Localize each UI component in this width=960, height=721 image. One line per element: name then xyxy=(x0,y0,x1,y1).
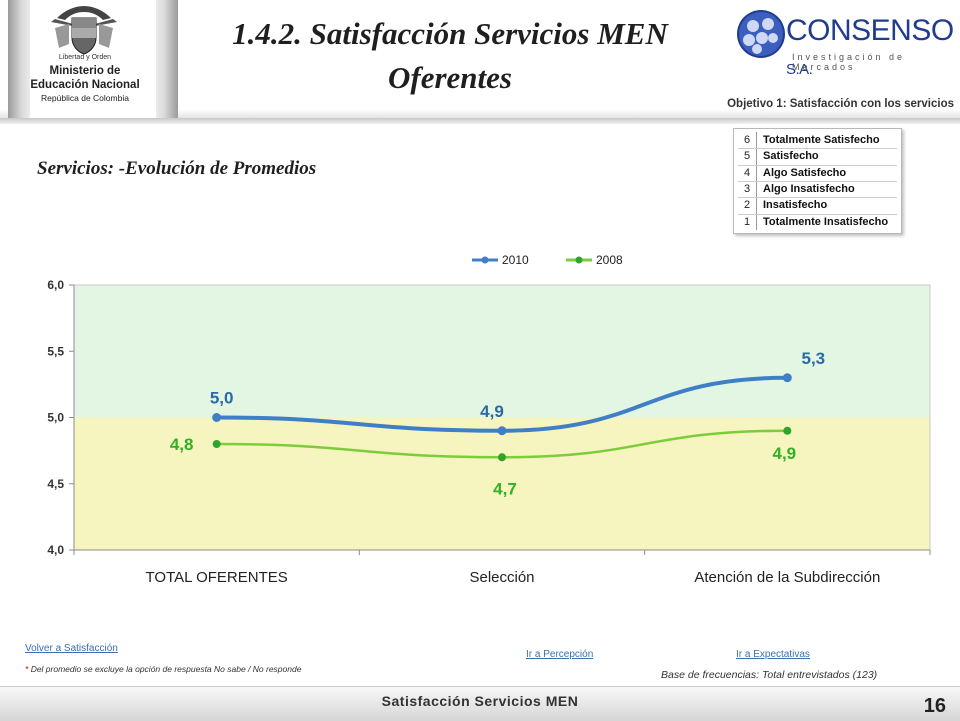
data-point-2008 xyxy=(212,440,221,448)
y-tick-label: 6,0 xyxy=(47,278,64,292)
footnote-star: * xyxy=(25,664,29,674)
scale-number: 3 xyxy=(744,182,751,195)
ministry-name: Ministerio de Educación Nacional xyxy=(30,65,140,91)
scale-number: 4 xyxy=(744,166,751,179)
legend-marker-2008 xyxy=(575,256,583,264)
footnote-text: Del promedio se excluye la opción de res… xyxy=(30,664,302,674)
ministry-motto: Libertad y Orden xyxy=(58,54,112,61)
y-tick-label: 4,0 xyxy=(47,543,64,557)
scale-label: Totalmente Insatisfecho xyxy=(763,215,889,228)
data-point-2010 xyxy=(212,413,222,422)
data-point-2008 xyxy=(498,453,506,462)
ministry-country: República de Colombia xyxy=(41,93,129,103)
scale-row: 3 Algo Insatisfecho xyxy=(734,181,901,197)
scale-number: 5 xyxy=(744,150,751,163)
colombia-coat-of-arms-icon xyxy=(51,6,117,55)
consenso-logo-icon xyxy=(737,10,785,58)
data-label-2010: 5,0 xyxy=(210,389,234,408)
consenso-tagline: Investigación de Mercados xyxy=(792,52,906,72)
data-point-2010 xyxy=(782,373,792,383)
data-label-2010: 4,9 xyxy=(480,402,504,421)
data-label-2008: 4,8 xyxy=(170,435,194,454)
logo-name-text: CONSENSO xyxy=(786,14,954,47)
back-to-satisfaction-link[interactable]: Volver a Satisfacción xyxy=(25,643,118,654)
page-title: 1.4.2. Satisfacción Servicios MEN Oferen… xyxy=(232,16,668,95)
footnote: * Del promedio se excluye la opción de r… xyxy=(25,664,301,674)
x-category-label: Selección xyxy=(469,569,534,586)
data-label-2008: 4,9 xyxy=(773,444,797,463)
legend-label-2008: 2008 xyxy=(596,253,623,267)
scale-row: 2 Insatisfecho xyxy=(734,197,901,213)
x-category-label: Atención de la Subdirección xyxy=(694,569,880,586)
chart-band xyxy=(74,417,930,550)
logo-suffix: S.A. xyxy=(786,61,813,78)
legend-marker-2010 xyxy=(481,256,489,264)
y-tick-label: 5,5 xyxy=(47,344,64,358)
footer-title: Satisfacción Servicios MEN xyxy=(381,693,579,709)
go-to-expectations-link[interactable]: Ir a Expectativas xyxy=(736,649,810,660)
y-tick-label: 4,5 xyxy=(47,477,64,491)
data-point-2008 xyxy=(783,426,792,435)
base-note: Base de frecuencias: Total entrevistados… xyxy=(661,669,878,681)
page-number: 16 xyxy=(923,695,946,717)
scale-number: 1 xyxy=(744,215,751,228)
data-label-2010: 5,3 xyxy=(802,349,826,368)
scale-label: Algo Insatisfecho xyxy=(763,182,855,195)
x-category-label: TOTAL OFERENTES xyxy=(146,569,288,586)
scale-label: Insatisfecho xyxy=(763,199,828,212)
scale-row: 4 Algo Satisfecho xyxy=(734,165,901,181)
scale-row: 5 Satisfecho xyxy=(734,148,901,164)
scale-label: Satisfecho xyxy=(763,150,819,163)
objective-label: Objetivo 1: Satisfacción con los servici… xyxy=(727,98,954,110)
scale-number: 2 xyxy=(744,199,751,212)
scale-label: Totalmente Satisfecho xyxy=(763,134,880,146)
scale-label: Algo Satisfecho xyxy=(763,166,847,179)
chart-band xyxy=(74,285,930,418)
data-label-2008: 4,7 xyxy=(493,479,517,498)
y-tick-label: 5,0 xyxy=(47,411,64,425)
header-divider xyxy=(0,118,960,124)
go-to-perception-link[interactable]: Ir a Percepción xyxy=(526,649,594,660)
footer: Satisfacción Servicios MEN 16 xyxy=(0,686,960,721)
section-subtitle: Servicios: -Evolución de Promedios xyxy=(37,158,317,179)
scale-number: 6 xyxy=(744,134,751,146)
consenso-logo-name: CONSENSO S.A. xyxy=(786,14,960,82)
scale-row: 6 Totalmente Satisfecho xyxy=(734,132,901,148)
scale-legend-box: 6 Totalmente Satisfecho 5 Satisfecho 4 Algo S… xyxy=(733,128,902,234)
legend-label-2010: 2010 xyxy=(502,253,529,267)
data-point-2010 xyxy=(497,426,507,436)
scale-row: 1 Totalmente Insatisfecho xyxy=(734,214,901,230)
line-chart: 4,0 4,5 5,0 5,5 6,0 TOTAL OFERENTES Selección A… xyxy=(47,253,931,586)
